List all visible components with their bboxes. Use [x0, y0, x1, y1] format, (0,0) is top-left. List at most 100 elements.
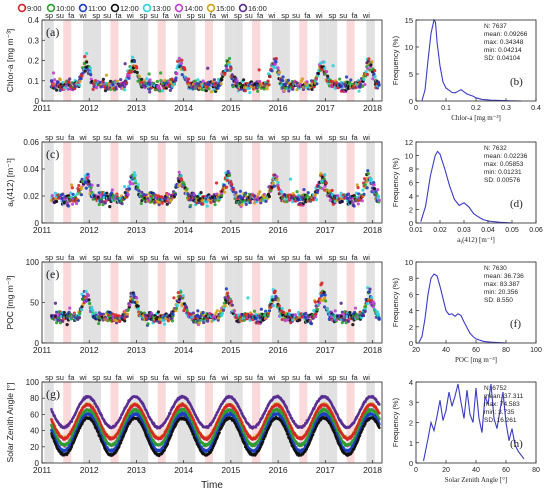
- x-tick-label: 2017: [316, 345, 335, 355]
- x-tick-label: 0.2: [471, 105, 481, 112]
- data-point: [137, 189, 141, 193]
- data-point: [88, 66, 92, 70]
- season-label: wi: [220, 253, 228, 262]
- data-point: [338, 77, 342, 81]
- season-band-summer: [204, 20, 213, 101]
- season-label: sp: [92, 373, 100, 382]
- data-point: [90, 183, 94, 187]
- x-tick-label: 2014: [174, 345, 193, 355]
- data-point: [309, 322, 314, 326]
- data-point: [89, 73, 93, 77]
- data-point: [185, 187, 189, 191]
- data-point: [136, 183, 140, 187]
- x-tick-label: 2018: [363, 103, 382, 113]
- data-point: [71, 192, 75, 196]
- season-band-winter: [177, 382, 187, 463]
- data-point: [331, 64, 335, 68]
- data-point: [110, 188, 114, 192]
- data-point: [180, 73, 184, 77]
- y-axis-label: Frequency (%): [391, 277, 400, 327]
- data-point: [274, 57, 278, 61]
- y-tick-label: 6: [409, 179, 413, 188]
- data-point: [145, 77, 149, 81]
- data-point: [122, 184, 127, 189]
- data-point: [339, 197, 344, 201]
- legend-label-0: 9:00: [27, 4, 42, 13]
- season-label: wi: [173, 133, 181, 142]
- data-point: [369, 177, 373, 181]
- y-tick-label: 0.1: [28, 77, 40, 86]
- y-tick-label: 0.4: [28, 16, 40, 25]
- data-point: [171, 312, 175, 316]
- data-point: [276, 183, 280, 187]
- data-point: [266, 79, 270, 83]
- season-label: wi: [362, 373, 370, 382]
- data-point: [372, 72, 376, 76]
- season-band-spring: [138, 262, 149, 343]
- data-point: [275, 177, 279, 182]
- data-point: [229, 67, 233, 71]
- y-axis-label: POC [mg m⁻³]: [5, 275, 15, 329]
- season-band-summer: [252, 20, 261, 101]
- data-point: [230, 76, 234, 81]
- data-point: [214, 181, 219, 185]
- x-axis-label: aᵧ(412) [m⁻¹]: [457, 236, 495, 244]
- data-point: [77, 316, 82, 320]
- frequency-line: [420, 150, 513, 224]
- season-label: wi: [173, 373, 181, 382]
- legend-label-7: 16:00: [248, 4, 267, 13]
- data-point: [101, 202, 105, 207]
- season-label: su: [339, 373, 347, 382]
- season-label: su: [245, 373, 253, 382]
- season-band-spring: [44, 20, 54, 101]
- season-band-summer: [346, 142, 355, 223]
- data-point: [225, 176, 229, 180]
- legend-marker-1: [46, 3, 56, 13]
- season-band-winter: [319, 382, 328, 463]
- season-label: wi: [220, 373, 228, 382]
- data-point: [167, 192, 171, 196]
- data-point: [320, 186, 324, 191]
- data-point: [126, 192, 130, 196]
- season-band-spring: [138, 142, 149, 223]
- data-point: [179, 290, 183, 294]
- data-point: [96, 183, 100, 188]
- x-tick-label: 2013: [127, 103, 146, 113]
- data-point: [356, 186, 360, 190]
- season-band-summer: [110, 262, 119, 343]
- season-label: fa: [304, 373, 311, 382]
- season-band-summer: [157, 20, 166, 101]
- season-label: fa: [163, 373, 170, 382]
- season-label: su: [103, 253, 111, 262]
- season-label: sp: [281, 373, 289, 382]
- season-label: sp: [328, 11, 336, 20]
- season-label: fa: [351, 133, 358, 142]
- y-tick-label: 50: [30, 299, 39, 308]
- season-band-spring: [233, 262, 243, 343]
- season-band-spring: [91, 142, 102, 223]
- season-label: fa: [163, 11, 170, 20]
- data-point: [247, 86, 251, 91]
- data-point: [268, 75, 272, 79]
- season-band-summer: [346, 20, 355, 101]
- season-band-spring: [44, 142, 54, 223]
- data-point: [351, 323, 355, 327]
- season-band-summer: [157, 142, 166, 223]
- data-point: [365, 301, 369, 306]
- data-point: [196, 78, 200, 82]
- data-point: [314, 315, 318, 319]
- data-point: [257, 68, 261, 72]
- season-label: fa: [351, 253, 358, 262]
- data-point: [362, 177, 367, 181]
- data-point: [85, 60, 89, 64]
- season-label: sp: [45, 373, 53, 382]
- data-point: [201, 202, 205, 206]
- data-point: [376, 194, 381, 199]
- stats-line: min: 0.01231: [484, 169, 522, 176]
- data-point: [53, 78, 57, 82]
- season-label: fa: [304, 133, 311, 142]
- season-band-spring: [186, 142, 196, 223]
- panels: sp su fa wi sp su fa wi sp su fa wi sp su fa wi sp su fa wi…: [5, 11, 543, 491]
- data-point: [88, 70, 92, 74]
- season-label: fa: [68, 133, 75, 142]
